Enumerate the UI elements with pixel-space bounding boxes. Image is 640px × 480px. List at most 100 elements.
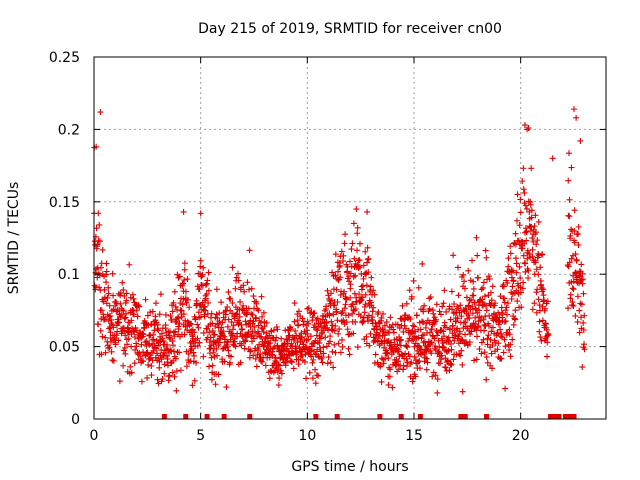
gap-marker [548, 414, 554, 419]
data-point [384, 349, 391, 356]
data-point [136, 349, 143, 356]
data-point [183, 363, 190, 370]
data-point [441, 319, 448, 326]
data-point [192, 315, 199, 322]
data-point [509, 267, 516, 274]
data-point [323, 303, 330, 310]
data-point [500, 283, 507, 290]
data-point [459, 388, 466, 395]
data-point [544, 298, 551, 305]
data-point [481, 349, 488, 356]
data-point [483, 302, 490, 309]
data-point [271, 344, 278, 351]
data-point [206, 329, 213, 336]
data-point [237, 298, 244, 305]
data-point [101, 286, 108, 293]
data-point [566, 196, 573, 203]
data-point [409, 322, 416, 329]
data-point [529, 246, 536, 253]
data-point [346, 278, 353, 285]
data-point [225, 347, 232, 354]
data-point [191, 377, 198, 384]
data-point [190, 349, 197, 356]
data-point [332, 323, 339, 329]
data-point [420, 331, 427, 338]
data-point [434, 389, 441, 396]
data-point [336, 262, 343, 269]
data-point [517, 275, 524, 282]
data-point [343, 296, 350, 303]
data-point [263, 319, 270, 326]
data-point [252, 315, 259, 322]
y-tick-label: 0.1 [58, 267, 80, 283]
data-point [581, 346, 588, 353]
data-point [520, 165, 527, 172]
data-point [179, 280, 186, 287]
data-point [210, 349, 217, 356]
data-point [328, 318, 335, 325]
data-point [521, 240, 528, 247]
data-point [373, 324, 380, 331]
data-point [198, 273, 205, 280]
data-point [575, 272, 582, 279]
data-point [390, 326, 397, 333]
data-point [148, 362, 155, 369]
data-point [274, 326, 281, 333]
data-point [243, 334, 250, 341]
data-point [245, 329, 252, 336]
data-point [403, 343, 410, 350]
data-point [367, 283, 374, 290]
data-point [117, 290, 124, 297]
data-point [487, 289, 494, 296]
data-point [357, 313, 364, 320]
data-point [571, 207, 578, 214]
data-point [241, 345, 248, 352]
data-point [255, 347, 262, 354]
data-point [105, 290, 112, 297]
data-point [356, 291, 363, 298]
data-point [363, 282, 370, 289]
data-point [209, 327, 216, 334]
data-point [466, 297, 473, 304]
data-point [335, 330, 342, 337]
data-point [109, 270, 116, 277]
data-point [276, 375, 283, 382]
data-point [501, 318, 508, 325]
data-point [494, 330, 501, 337]
data-point [99, 333, 106, 340]
data-point [377, 361, 384, 368]
data-point [164, 341, 171, 348]
data-point [227, 295, 234, 302]
data-point [228, 353, 235, 360]
data-point [473, 333, 480, 340]
data-point [351, 255, 358, 262]
data-point [143, 350, 150, 357]
data-point [398, 337, 405, 344]
data-point [533, 266, 540, 273]
data-point [506, 331, 513, 338]
data-point [173, 387, 180, 394]
data-point [250, 335, 257, 342]
data-point [410, 277, 417, 284]
data-point [365, 255, 372, 262]
data-point [259, 358, 266, 365]
data-point [449, 306, 456, 313]
gap-marker [204, 414, 210, 419]
data-point [522, 225, 529, 232]
data-point [567, 232, 574, 239]
data-point [303, 375, 310, 382]
data-point [511, 315, 518, 322]
data-point [113, 332, 120, 339]
gap-marker [417, 414, 423, 419]
data-point [286, 332, 293, 339]
data-point [486, 275, 493, 282]
data-point [535, 296, 542, 303]
data-point [416, 365, 423, 372]
data-point [528, 165, 535, 172]
data-point [218, 299, 225, 306]
data-point [213, 286, 220, 293]
data-point [244, 279, 251, 286]
data-point [182, 317, 189, 324]
data-point [185, 350, 192, 357]
data-point [388, 339, 395, 346]
